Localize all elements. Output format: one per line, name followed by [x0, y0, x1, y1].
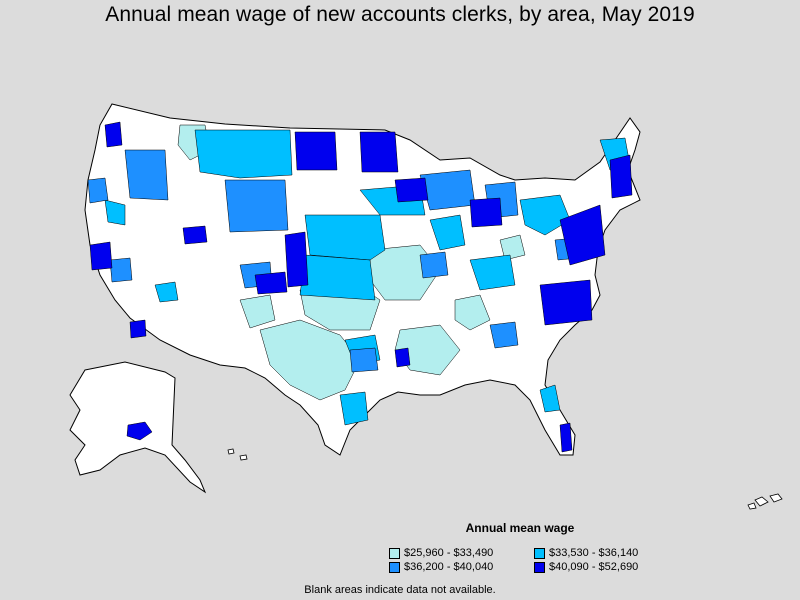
- legend-swatch: [534, 561, 545, 573]
- legend-item-tier1: $25,960 - $33,490: [389, 547, 493, 559]
- legend-swatch: [534, 547, 545, 559]
- legend-item-tier2: $33,530 - $36,140: [534, 547, 638, 559]
- alaska-region: [126, 421, 153, 441]
- legend-item-tier4: $40,090 - $52,690: [534, 561, 638, 573]
- legend-swatch: [389, 547, 400, 559]
- legend-label: $33,530 - $36,140: [549, 547, 639, 559]
- legend-swatch: [389, 561, 400, 573]
- legend-label: $36,200 - $40,040: [404, 561, 494, 573]
- regions-tier4: [89, 121, 633, 453]
- legend-item-tier3: $36,200 - $40,040: [389, 561, 493, 573]
- map-title: Annual mean wage of new accounts clerks,…: [105, 3, 695, 26]
- legend-label: $25,960 - $33,490: [404, 547, 494, 559]
- regions-tier2: [104, 129, 631, 426]
- legend-title: Annual mean wage: [465, 521, 575, 535]
- hawaii: [227, 448, 783, 510]
- footnote: Blank areas indicate data not available.: [304, 584, 496, 596]
- legend-label: $40,090 - $52,690: [549, 561, 639, 573]
